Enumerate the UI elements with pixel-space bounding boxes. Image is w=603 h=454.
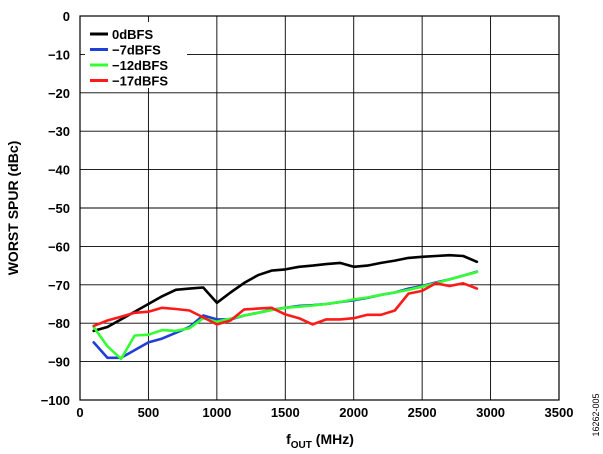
y-tick-label: −30 — [48, 124, 70, 139]
x-tick-label: 3000 — [476, 405, 505, 420]
x-axis-title-main: f — [286, 431, 291, 447]
y-axis-title: WORST SPUR (dBc) — [5, 141, 21, 276]
y-tick-label: −80 — [48, 316, 70, 331]
y-tick-label: −70 — [48, 278, 70, 293]
y-tick-labels: 0 −10 −20 −30 −40 −50 −60 −70 −80 −90 −100 — [41, 9, 70, 408]
legend-label: −12dBFS — [112, 58, 168, 73]
x-tick-label: 500 — [138, 405, 160, 420]
x-tick-label: 3500 — [545, 405, 574, 420]
y-tick-label: −50 — [48, 201, 70, 216]
series-line-2 — [92, 270, 479, 361]
y-tick-label: −100 — [41, 393, 70, 408]
y-tick-label: −90 — [48, 355, 70, 370]
x-tick-label: 1500 — [271, 405, 300, 420]
legend-label: −7dBFS — [112, 43, 161, 58]
y-tick-label: −60 — [48, 239, 70, 254]
legend-label: −17dBFS — [112, 74, 168, 89]
y-tick-label: 0 — [63, 9, 70, 24]
series-line-3 — [92, 281, 479, 328]
series-line-0 — [92, 253, 479, 333]
x-tick-label: 2000 — [339, 405, 368, 420]
x-tick-label: 0 — [76, 405, 83, 420]
y-tick-label: −10 — [48, 47, 70, 62]
series-layer — [92, 253, 479, 361]
x-axis-title: fOUT (MHz) — [286, 431, 354, 451]
x-axis-title-unit: (MHz) — [312, 431, 354, 447]
x-axis-title-subscript: OUT — [291, 440, 312, 451]
x-tick-labels: 0 500 1000 1500 2000 2500 3000 3500 — [76, 405, 573, 420]
legend: 0dBFS−7dBFS−12dBFS−17dBFS — [85, 22, 187, 89]
plot-frame — [79, 15, 560, 401]
x-tick-label: 1000 — [202, 405, 231, 420]
y-tick-label: −20 — [48, 86, 70, 101]
figure-id: 16262-005 — [591, 393, 601, 436]
y-tick-label: −40 — [48, 163, 70, 178]
x-tick-label: 2500 — [408, 405, 437, 420]
legend-label: 0dBFS — [112, 27, 154, 42]
